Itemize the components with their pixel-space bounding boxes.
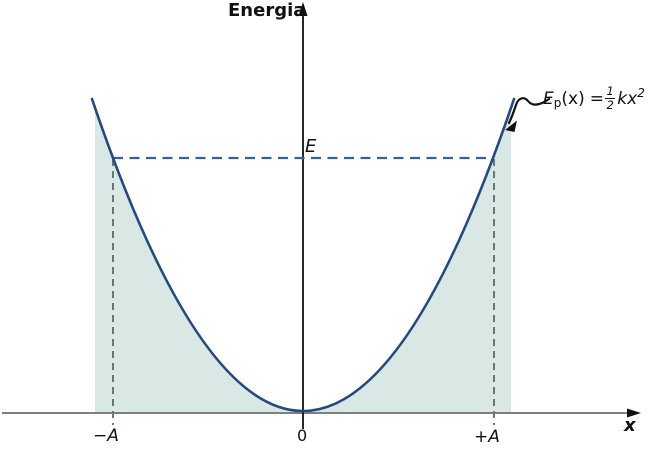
y-axis-label: Energia <box>228 0 306 21</box>
formula-equals: = <box>589 88 604 109</box>
potential-energy-curve <box>90 97 516 413</box>
tick-label-origin: 0 <box>297 426 308 445</box>
x-axis-label: x <box>624 415 636 436</box>
energy-level-label: E <box>305 136 317 157</box>
formula-numerator: 1 <box>604 84 616 100</box>
y-axis-arrowhead-icon <box>298 2 308 16</box>
formula-argument: (x) <box>561 88 585 109</box>
formula-expression: kx <box>617 88 638 109</box>
formula-denominator: 2 <box>606 98 614 113</box>
x-axis-arrowhead-icon <box>627 408 641 418</box>
annotation-squiggle-arrow <box>507 97 551 125</box>
tick-label-neg-A: −A <box>93 426 119 446</box>
annotation-arrowhead-icon <box>505 120 517 132</box>
formula-symbol: E <box>543 88 554 109</box>
tick-label-pos-A: +A <box>474 427 500 447</box>
